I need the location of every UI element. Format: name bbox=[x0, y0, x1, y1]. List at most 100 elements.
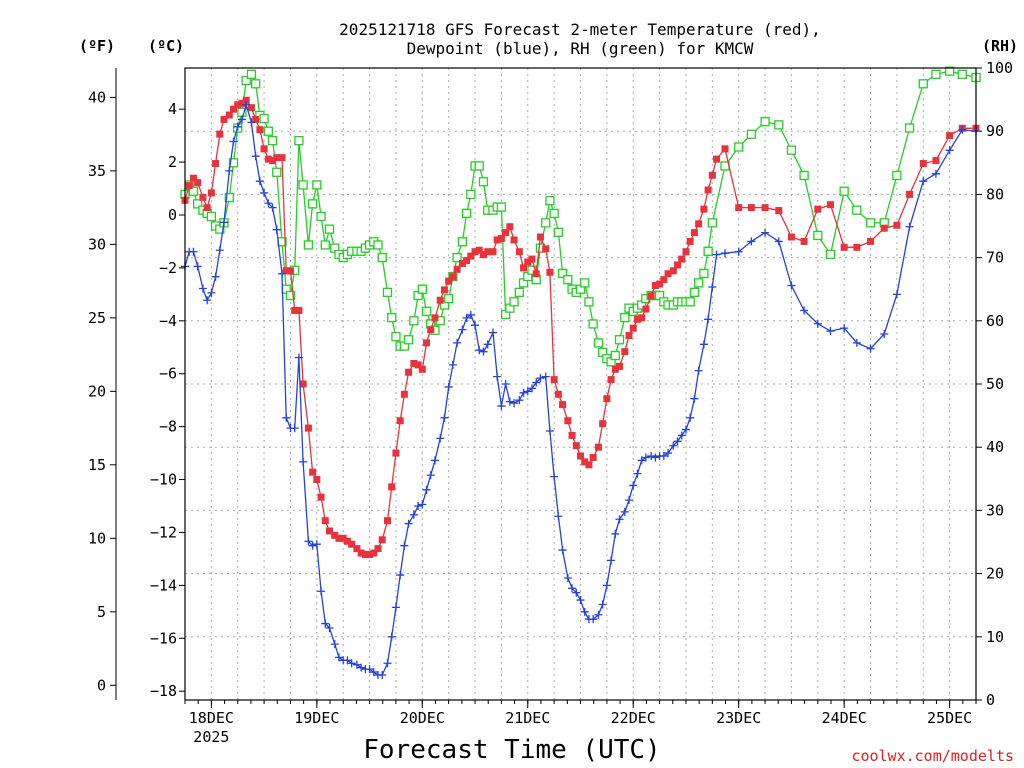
data-point bbox=[577, 452, 584, 460]
data-point bbox=[365, 665, 374, 674]
data-point bbox=[417, 284, 427, 294]
data-point bbox=[747, 237, 756, 246]
data-point bbox=[440, 286, 448, 294]
rh-tick-label: 70 bbox=[986, 249, 1004, 267]
rh-unit-label: (RH) bbox=[982, 37, 1018, 55]
data-point bbox=[568, 584, 577, 593]
data-point bbox=[633, 315, 641, 323]
data-point bbox=[686, 237, 694, 245]
data-point bbox=[825, 249, 836, 260]
series-temperature-f bbox=[181, 96, 980, 558]
data-point bbox=[704, 315, 713, 324]
data-point bbox=[294, 353, 303, 362]
data-point bbox=[307, 199, 318, 209]
data-point bbox=[198, 284, 207, 293]
data-point bbox=[775, 207, 783, 215]
data-point bbox=[853, 243, 861, 251]
data-point bbox=[532, 270, 540, 278]
celsius-tick-label: −16 bbox=[150, 629, 177, 647]
data-point bbox=[471, 248, 479, 256]
data-point bbox=[699, 340, 708, 349]
data-point bbox=[251, 79, 261, 89]
data-point bbox=[659, 452, 668, 461]
data-point bbox=[242, 100, 251, 109]
data-point bbox=[466, 310, 475, 319]
data-point bbox=[474, 161, 484, 171]
data-point bbox=[641, 453, 650, 462]
data-point bbox=[747, 204, 755, 212]
data-point bbox=[267, 136, 278, 146]
data-point bbox=[199, 193, 207, 201]
data-point bbox=[409, 510, 418, 519]
data-point bbox=[361, 550, 369, 558]
data-point bbox=[585, 461, 593, 469]
data-point bbox=[607, 556, 616, 565]
x-tick-label: 22DEC bbox=[611, 709, 656, 727]
data-point bbox=[734, 247, 743, 256]
data-point bbox=[598, 600, 607, 609]
data-point bbox=[479, 251, 487, 259]
data-point bbox=[391, 603, 400, 612]
celsius-tick-label: 2 bbox=[168, 153, 177, 171]
rh-tick-label: 10 bbox=[986, 628, 1004, 646]
data-point bbox=[233, 122, 242, 131]
celsius-tick-label: −12 bbox=[150, 523, 177, 541]
data-point bbox=[331, 531, 339, 539]
data-point bbox=[206, 211, 217, 222]
data-point bbox=[932, 157, 940, 165]
data-point bbox=[475, 246, 483, 254]
data-point bbox=[712, 250, 721, 259]
data-point bbox=[278, 154, 286, 162]
data-point bbox=[383, 517, 391, 525]
data-point bbox=[378, 671, 387, 680]
data-point bbox=[321, 619, 330, 628]
data-point bbox=[317, 493, 325, 501]
series-line bbox=[184, 70, 977, 363]
fahrenheit-tick-label: 25 bbox=[88, 309, 106, 327]
data-point bbox=[423, 339, 431, 347]
data-point bbox=[674, 261, 682, 269]
data-point bbox=[268, 203, 277, 212]
data-point bbox=[418, 500, 427, 509]
data-point bbox=[324, 224, 335, 234]
data-point bbox=[493, 372, 502, 381]
data-point bbox=[207, 189, 215, 197]
data-point bbox=[611, 365, 619, 373]
data-point bbox=[242, 96, 250, 104]
data-point bbox=[392, 449, 400, 457]
data-point bbox=[554, 512, 563, 521]
x-tick-label: 21DEC bbox=[505, 709, 550, 727]
data-point bbox=[572, 442, 580, 450]
data-point bbox=[559, 401, 567, 409]
data-point bbox=[840, 324, 849, 333]
data-point bbox=[440, 413, 449, 422]
data-point bbox=[681, 425, 690, 434]
data-point bbox=[678, 255, 686, 263]
data-point bbox=[642, 305, 650, 313]
data-point bbox=[638, 314, 646, 322]
data-point bbox=[721, 145, 729, 153]
rh-tick-label: 100 bbox=[986, 59, 1013, 77]
data-point bbox=[852, 338, 861, 347]
data-point bbox=[286, 267, 294, 275]
data-point bbox=[734, 142, 744, 152]
data-point bbox=[426, 471, 435, 480]
data-point bbox=[436, 296, 444, 304]
data-point bbox=[760, 117, 770, 127]
data-point bbox=[580, 607, 589, 616]
data-point bbox=[637, 456, 646, 465]
data-point bbox=[294, 136, 304, 146]
data-point bbox=[594, 610, 603, 619]
data-point bbox=[814, 205, 822, 213]
data-point bbox=[212, 160, 220, 168]
data-point bbox=[510, 236, 518, 244]
rh-tick-label: 50 bbox=[986, 375, 1004, 393]
fahrenheit-tick-label: 35 bbox=[88, 162, 106, 180]
data-point bbox=[685, 297, 695, 307]
data-point bbox=[695, 220, 703, 228]
data-point bbox=[478, 177, 489, 187]
data-point bbox=[383, 659, 392, 668]
data-point bbox=[602, 581, 611, 590]
data-point bbox=[203, 296, 212, 305]
credit-text: coolwx.com/modelts bbox=[851, 747, 1014, 765]
